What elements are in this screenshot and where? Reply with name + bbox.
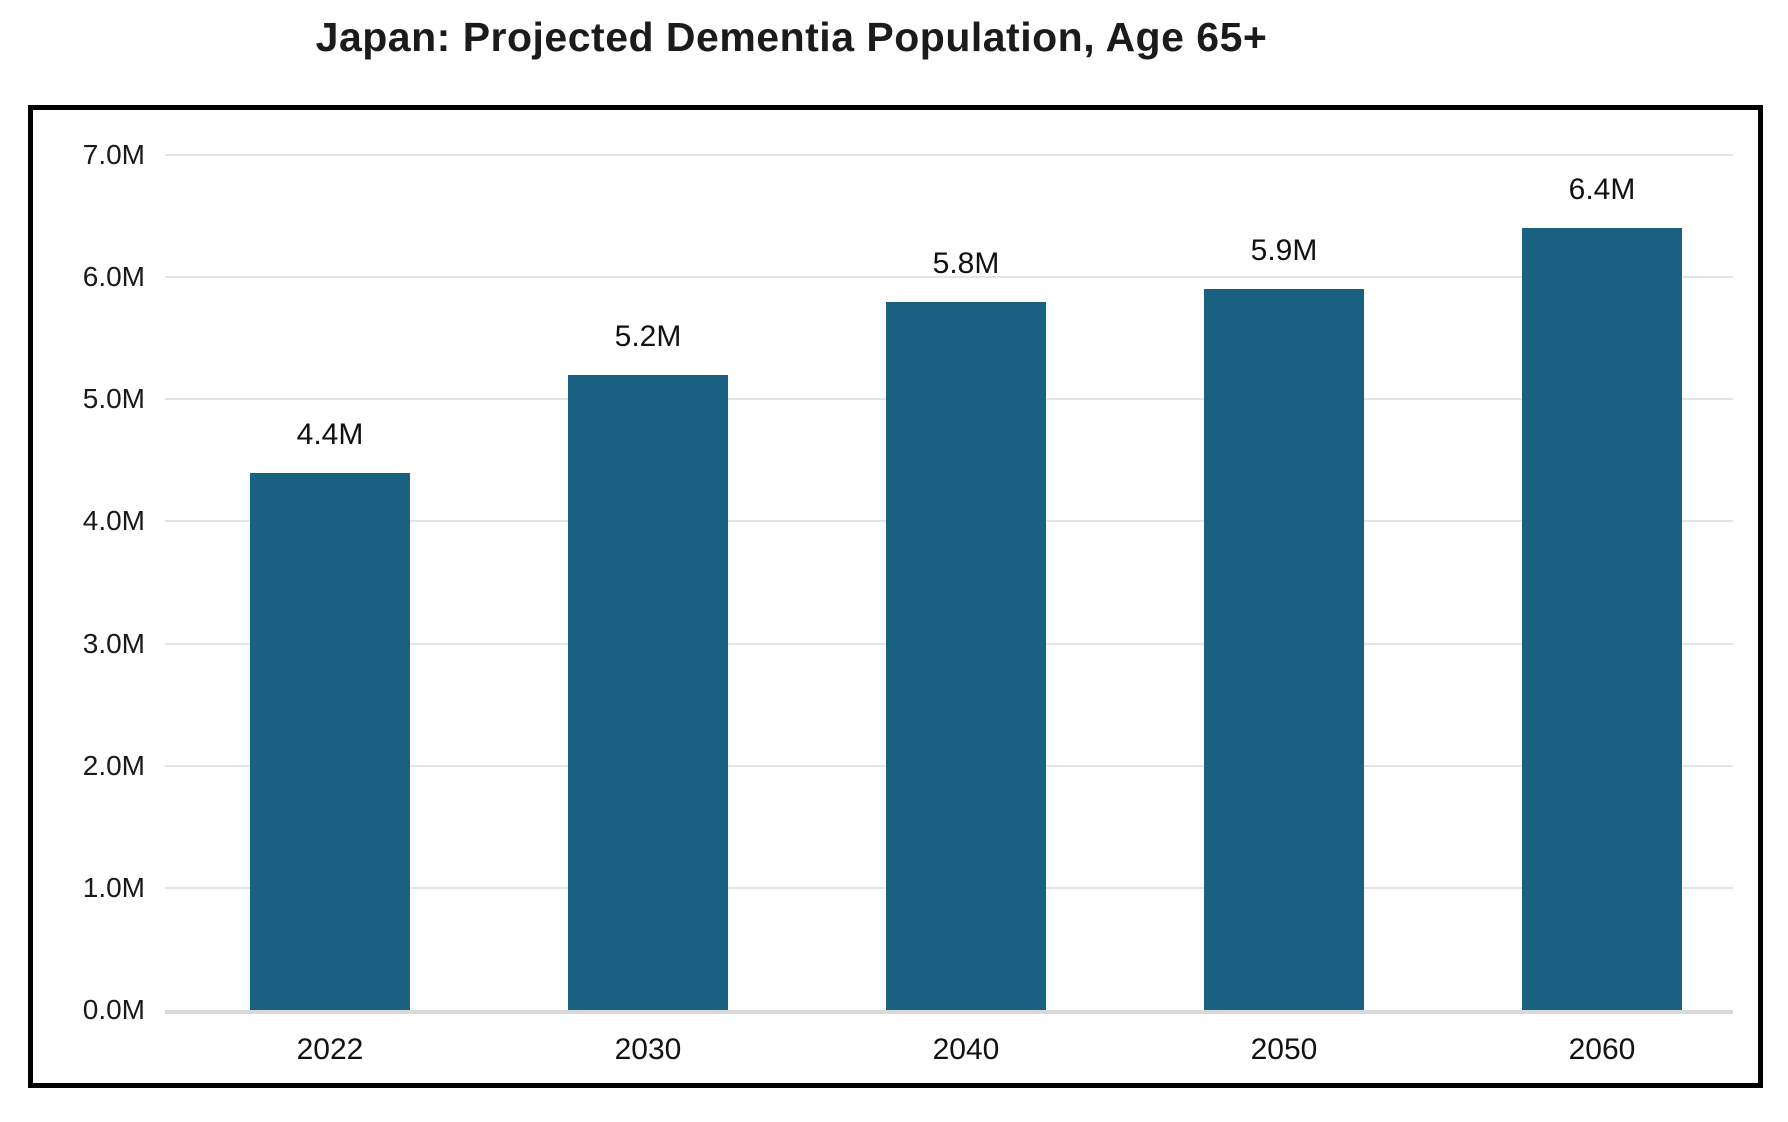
bar [568,374,728,1010]
bar-value-label: 5.9M [1250,234,1318,268]
bar-value-label: 6.4M [1568,173,1636,207]
y-tick-label: 0.0M [82,994,145,1025]
chart-title: Japan: Projected Dementia Population, Ag… [315,14,1268,60]
bar-value-label: 5.2M [614,319,682,353]
x-tick-label: 2060 [1568,1033,1636,1066]
x-tick-label: 2022 [296,1033,364,1066]
plot-area: 0.0M 1.0M 2.0M 3.0M 4.0M 5.0M 6.0M 7.0M 4.4M 2022… [33,110,1758,1083]
y-tick-label: 4.0M [82,505,145,537]
bar [1204,289,1364,1010]
y-tick-label: 6.0M [82,261,145,293]
y-tick-label: 7.0M [82,139,145,170]
bar [1522,228,1682,1010]
y-tick-label: 3.0M [82,627,145,659]
x-tick-label: 2050 [1250,1033,1318,1066]
y-tick-label: 1.0M [82,871,145,903]
bar [886,301,1046,1010]
x-axis-line [165,1010,1733,1014]
y-tick-label: 5.0M [82,383,145,415]
gridline [165,154,1733,156]
x-tick-label: 2040 [932,1033,1000,1066]
chart-frame: 0.0M 1.0M 2.0M 3.0M 4.0M 5.0M 6.0M 7.0M 4.4M 2022… [28,105,1763,1088]
bar-value-label: 4.4M [296,417,364,451]
gridline [165,276,1733,279]
bar [250,472,410,1010]
x-tick-label: 2030 [614,1033,682,1066]
bar-value-label: 5.8M [932,246,1000,280]
y-tick-label: 2.0M [82,749,145,781]
